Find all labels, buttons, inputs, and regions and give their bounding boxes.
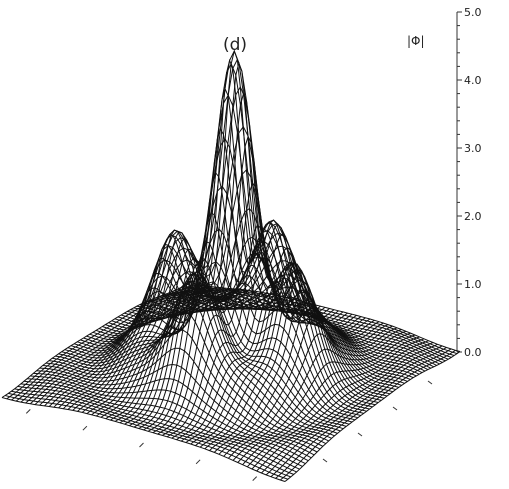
mesh-line-u [209,269,389,451]
z-tick-label: 0.0 [464,346,482,359]
mesh-line-u [77,234,263,412]
mesh-line-u [91,238,276,416]
mesh-line-u [237,334,416,463]
mesh-line-u [20,285,209,403]
mesh-line-v [4,395,289,480]
mesh-line-u [195,266,375,446]
z-axis-label: |Φ| [407,34,425,48]
mesh-line-u [1,282,191,398]
mesh-line-u [228,330,407,459]
mesh-line-u [147,61,330,432]
mesh-line-u [157,135,339,435]
mesh-line-u [100,258,285,418]
base-tick-right [427,380,433,385]
base-tick-front [252,476,258,481]
panel-label: (d) [223,35,247,55]
mesh-line-u [261,343,438,474]
mesh-line-u [256,342,434,472]
z-axis: 0.0 1.0 2.0 3.0 4.0 5.0 [456,6,482,359]
surface-mesh [1,49,461,482]
mesh-line-u [251,340,429,470]
mesh-line-u [204,262,384,450]
z-tick-label: 4.0 [464,74,482,87]
mesh-line-u [246,338,425,468]
mesh-line-u [171,256,353,439]
mesh-line-u [275,348,452,479]
mesh-line-u [162,182,344,436]
base-tick-right [392,406,398,411]
z-tick-label: 5.0 [464,6,482,19]
mesh-line-u [213,282,393,453]
base-tick-front [195,459,201,465]
mesh-line-u [67,257,254,410]
base-tick-right [322,458,328,463]
mesh-line-u [284,351,461,482]
mesh-line-u [86,231,272,414]
base-tick-right [357,432,363,437]
mesh-line-u [11,284,200,401]
mesh-line-u [199,261,380,448]
base-tick-front [25,409,31,414]
mesh-line-u [15,284,204,402]
base-tick-front [82,425,88,431]
mesh-line-u [279,349,456,481]
mesh-line-u [105,262,290,420]
mesh-line-u [232,332,411,461]
base-tick-front [139,442,144,448]
mesh-line-u [265,345,443,476]
mesh-line-u [270,347,447,478]
z-tick-label: 3.0 [464,142,482,155]
mesh-line-u [119,211,303,424]
mesh-line-u [242,336,420,466]
mesh-line-u [190,274,371,445]
z-tick-label: 1.0 [464,278,482,291]
mesh-line-u [218,298,398,455]
mesh-line-u [25,286,213,404]
mesh-line-u [223,315,402,457]
z-tick-label: 2.0 [464,210,482,223]
mesh-line-u [81,229,267,413]
